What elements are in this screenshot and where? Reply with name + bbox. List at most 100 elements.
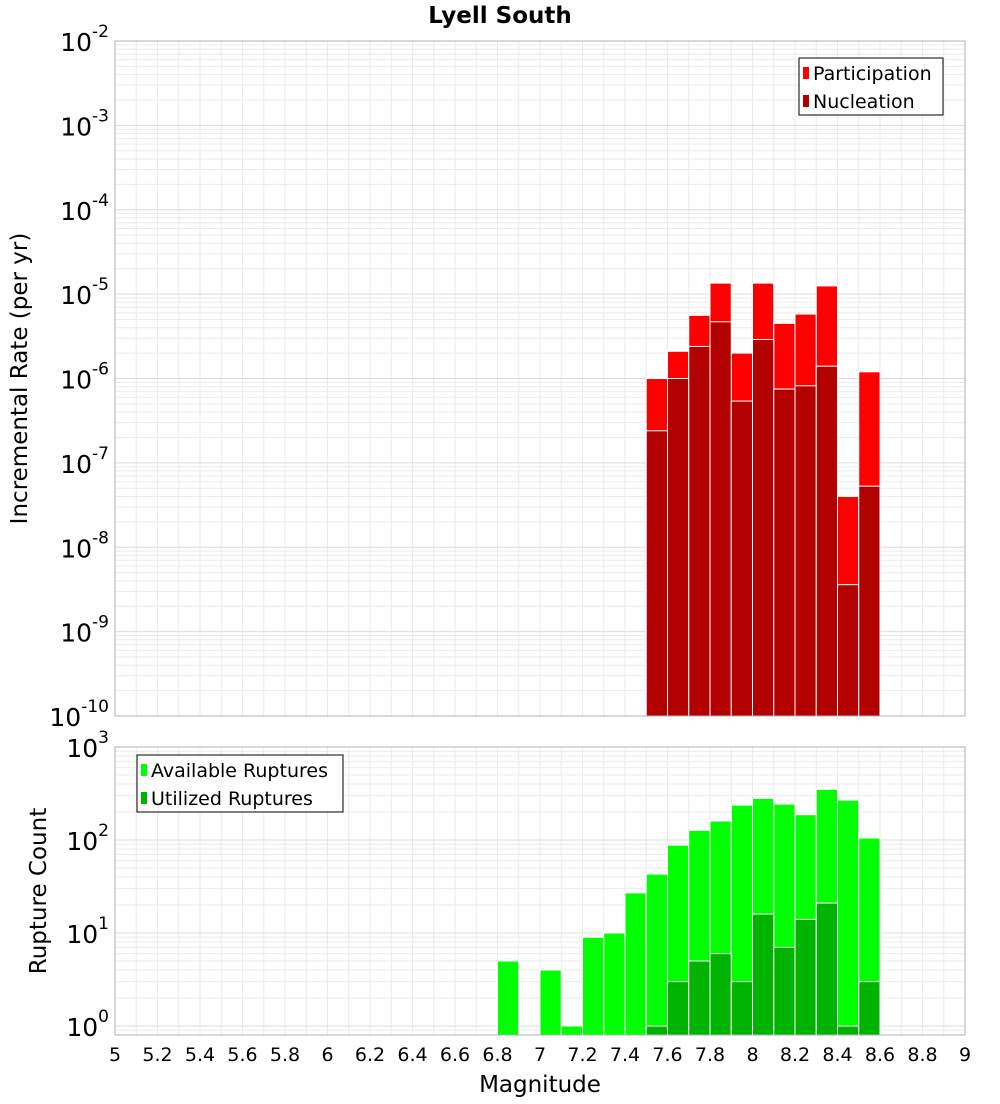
x-tick-label: 5.6 [227, 1044, 257, 1066]
x-tick-label: 8.8 [907, 1044, 937, 1066]
available-bar [582, 936, 605, 1036]
available-bar [645, 873, 668, 1036]
nucleation-bar [688, 345, 711, 717]
series-secondary [645, 902, 881, 1036]
utilized-bar [773, 946, 796, 1036]
bars [497, 788, 881, 1036]
x-tick-label: 5.2 [142, 1044, 172, 1066]
x-tick-label: 6.6 [440, 1044, 470, 1066]
y-tick-label: 10-8 [60, 528, 109, 563]
legend-swatch [803, 67, 809, 79]
nucleation-bar [709, 321, 732, 717]
nucleation-bar [794, 385, 817, 717]
nucleation-bar [837, 584, 860, 717]
nucleation-bar [645, 430, 668, 717]
y-tick-base: 10 [66, 920, 98, 949]
y-tick-exponent: -2 [92, 22, 109, 42]
x-tick-label: 5.4 [185, 1044, 215, 1066]
plot-frame [114, 746, 966, 1036]
y-tick-base: 10 [60, 197, 92, 226]
x-tick-label: 8.4 [822, 1044, 852, 1066]
x-tick-label: 7.4 [610, 1044, 640, 1066]
x-tick-label: 7.6 [652, 1044, 682, 1066]
x-tick-label: 8 [746, 1044, 758, 1066]
utilized-bar [688, 960, 711, 1036]
y-tick-exponent: -3 [92, 106, 109, 126]
y-tick-base: 10 [66, 1013, 98, 1042]
chart-title: Lyell South [428, 3, 572, 29]
y-tick-label: 10-3 [60, 106, 109, 141]
y-tick-exponent: -4 [92, 191, 109, 211]
utilized-bar [730, 981, 753, 1036]
legend-label: Utilized Ruptures [151, 788, 313, 810]
x-tick-label: 5 [109, 1044, 121, 1066]
series-secondary [645, 321, 881, 717]
x-tick-label: 6.2 [355, 1044, 385, 1066]
y-tick-base: 10 [60, 281, 92, 310]
utilized-bar [815, 902, 838, 1036]
legend: Participation Nucleation [798, 57, 944, 116]
x-tick-label: 6.8 [482, 1044, 512, 1066]
utilized-bar [752, 913, 775, 1036]
legend-swatch [141, 764, 147, 776]
y-tick-label: 103 [66, 728, 109, 763]
y-tick-label: 10-5 [60, 275, 109, 310]
legend-label: Available Ruptures [151, 760, 328, 782]
y-tick-exponent: -9 [92, 613, 109, 633]
utilized-bar [667, 981, 690, 1036]
nucleation-bar [858, 485, 881, 717]
x-tick-label: 8.6 [865, 1044, 895, 1066]
available-bar [837, 799, 860, 1036]
y-tick-exponent: -7 [92, 444, 109, 464]
nucleation-bar [752, 338, 775, 717]
y-tick-label: 10-2 [60, 22, 109, 57]
x-tick-label: 6 [321, 1044, 333, 1066]
nucleation-bar [667, 378, 690, 717]
utilized-bar [858, 981, 881, 1036]
y-tick-base: 10 [60, 619, 92, 648]
utilized-bar [645, 1025, 668, 1036]
nucleation-bar [773, 388, 796, 717]
y-tick-base: 10 [60, 366, 92, 395]
x-tick-label: 7.8 [695, 1044, 725, 1066]
y-tick-exponent: 1 [98, 914, 109, 934]
plot-frame [114, 40, 966, 717]
x-tick-label: 5.8 [270, 1044, 300, 1066]
y-tick-label: 101 [66, 914, 109, 949]
legend-swatch [803, 95, 809, 107]
y-tick-base: 10 [60, 450, 92, 479]
y-tick-exponent: -10 [81, 697, 109, 717]
utilized-bar [837, 1025, 860, 1036]
x-tick-labels: 5 5.2 5.4 5.6 5.8 6 6.2 6.4 6.6 6.8 7 7.2 7.4 7.6 7.8 8… [109, 1044, 971, 1066]
legend-swatch [141, 792, 147, 804]
y-tick-base: 10 [66, 827, 98, 856]
y-tick-label: 10-9 [60, 613, 109, 648]
available-bar [624, 892, 647, 1036]
y-tick-label: 10-6 [60, 360, 109, 395]
utilized-bar [794, 918, 817, 1036]
available-bar [539, 969, 562, 1036]
legend-box [798, 57, 944, 116]
y-tick-label: 100 [66, 1007, 109, 1042]
y-tick-base: 10 [60, 112, 92, 141]
x-axis-label: Magnitude [479, 1072, 601, 1098]
y-axis-label: Incremental Rate (per yr) [7, 233, 33, 525]
x-tick-label: 6.4 [397, 1044, 427, 1066]
y-tick-exponent: -6 [92, 360, 109, 380]
y-tick-base: 10 [49, 703, 81, 732]
y-tick-exponent: -5 [92, 275, 109, 295]
legend-label: Nucleation [813, 91, 915, 113]
legend-box [136, 754, 344, 813]
available-bar [497, 960, 520, 1036]
legend-label: Participation [813, 63, 932, 85]
x-tick-label: 7 [534, 1044, 546, 1066]
y-tick-label: 102 [66, 821, 109, 856]
y-tick-base: 10 [66, 734, 98, 763]
y-tick-base: 10 [60, 534, 92, 563]
x-tick-label: 8.2 [780, 1044, 810, 1066]
available-bar [603, 932, 626, 1036]
